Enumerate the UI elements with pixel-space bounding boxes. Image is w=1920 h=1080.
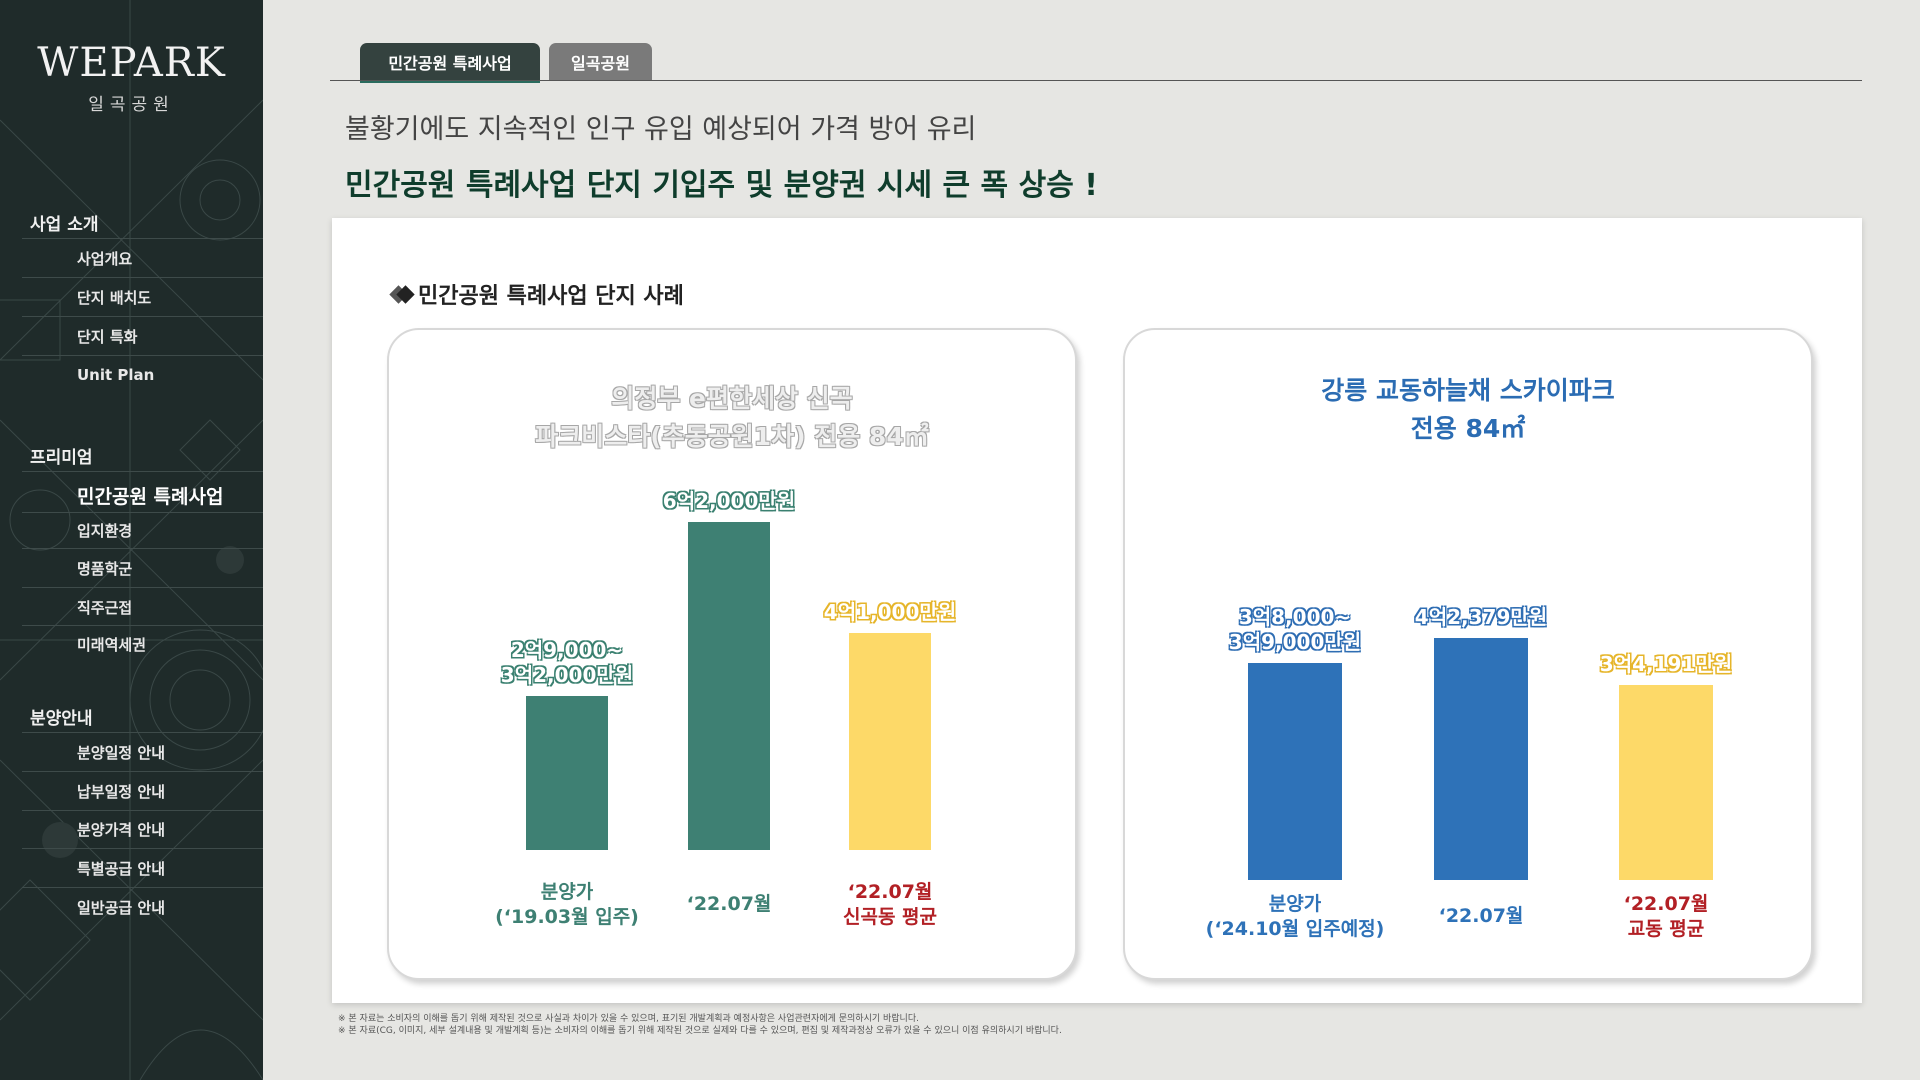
nav-item-schedule[interactable]: 분양일정 안내 <box>77 744 166 762</box>
nav-divider <box>22 848 263 849</box>
chart-bar <box>526 696 608 850</box>
nav-item-private-park[interactable]: 민간공원 특례사업 <box>77 486 224 508</box>
card-title: 강릉 교동하늘채 스카이파크 전용 84㎡ <box>1125 372 1811 448</box>
nav-divider <box>22 732 263 733</box>
headline-title: 민간공원 특례사업 단지 기입주 및 분양권 시세 큰 폭 상승 ! <box>345 168 1098 203</box>
sidebar-pattern <box>0 0 263 1080</box>
chart-bar <box>1434 638 1528 880</box>
footnote: ※ 본 자료(CG, 이미지, 세부 설계내용 및 개발계획 등)는 소비자의 … <box>338 1026 1062 1036</box>
nav-divider <box>22 810 263 811</box>
nav-item-location[interactable]: 입지환경 <box>77 522 133 540</box>
nav-divider <box>22 512 263 513</box>
headline-subtitle: 불황기에도 지속적인 인구 유입 예상되어 가격 방어 유리 <box>345 114 977 145</box>
logo[interactable]: WEPARK 일곡공원 <box>0 40 263 115</box>
nav-divider <box>22 887 263 888</box>
category-label: ‘22.07월 <box>686 893 772 915</box>
bar-value-label: 3억4,191만원 <box>1599 652 1733 677</box>
nav-divider <box>22 316 263 317</box>
chart-bar <box>688 521 770 850</box>
category-label: 분양가 (‘24.10월 입주예정) <box>1205 893 1385 940</box>
chart-bar <box>1619 685 1713 880</box>
nav-item-price[interactable]: 분양가격 안내 <box>77 821 166 839</box>
case-card-uijeongbu: 의정부 e편한세상 신곡 파크비스타(추동공원1차) 전용 84㎡ 2억9,00… <box>387 328 1077 980</box>
nav-item-special-supply[interactable]: 특별공급 안내 <box>77 860 166 878</box>
tab-private-park[interactable]: 민간공원 특례사업 <box>360 43 540 83</box>
footnote: ※ 본 자료는 소비자의 이해를 돕기 위해 제작된 것으로 사실과 차이가 있… <box>338 1014 919 1024</box>
category-label: ‘22.07월 교동 평균 <box>1623 893 1709 940</box>
logo-subtitle: 일곡공원 <box>88 95 175 115</box>
nav-divider <box>22 277 263 278</box>
nav-item-payment[interactable]: 납부일정 안내 <box>77 783 166 801</box>
chart-bar <box>849 632 931 850</box>
card-title-line: 전용 84㎡ <box>1410 414 1526 443</box>
category-label: ‘22.07월 <box>1438 905 1524 927</box>
nav-section-sales[interactable]: 분양안내 <box>30 709 93 729</box>
nav-section-business[interactable]: 사업 소개 <box>30 215 99 235</box>
chart-bar <box>1248 663 1342 880</box>
nav-divider <box>22 355 263 356</box>
panel-title: 민간공원 특례사업 단지 사례 <box>392 278 684 310</box>
bar-value-label: 4억2,379만원 <box>1414 605 1548 630</box>
nav-divider <box>22 625 263 626</box>
category-label: ‘22.07월 신곡동 평균 <box>842 881 938 928</box>
nav-item-unit-plan[interactable]: Unit Plan <box>77 366 155 384</box>
nav-divider <box>22 471 263 472</box>
nav-item-future-station[interactable]: 미래역세권 <box>77 636 147 654</box>
diamond-bullet-icon <box>392 284 412 304</box>
card-title-line: 의정부 e편한세상 신곡 <box>611 384 853 413</box>
card-title: 의정부 e편한세상 신곡 파크비스타(추동공원1차) 전용 84㎡ <box>389 380 1075 456</box>
logo-wordmark: WEPARK <box>37 40 226 86</box>
nav-item-specialties[interactable]: 단지 특화 <box>77 328 138 346</box>
content-panel: 민간공원 특례사업 단지 사례 의정부 e편한세상 신곡 파크비스타(추동공원1… <box>332 218 1862 1003</box>
bar-value-label: 6억2,000만원 <box>662 488 796 513</box>
tab-ilgok-park[interactable]: 일곡공원 <box>549 43 652 80</box>
card-title-line: 파크비스타(추동공원1차) 전용 84㎡ <box>535 422 929 451</box>
bar-value-label: 3억8,000~ 3억9,000만원 <box>1228 605 1362 655</box>
nav-item-general-supply[interactable]: 일반공급 안내 <box>77 899 166 917</box>
card-title-line: 강릉 교동하늘채 스카이파크 <box>1321 376 1615 405</box>
nav-item-site-plan[interactable]: 단지 배치도 <box>77 289 152 307</box>
category-label: 분양가 (‘19.03월 입주) <box>495 881 639 928</box>
nav-divider <box>22 771 263 772</box>
nav-divider <box>22 238 263 239</box>
nav-divider <box>22 587 263 588</box>
nav-item-overview[interactable]: 사업개요 <box>77 250 133 268</box>
nav-item-school[interactable]: 명품학군 <box>77 560 133 578</box>
sidebar: WEPARK 일곡공원 사업 소개 사업개요 단지 배치도 단지 특화 Unit… <box>0 0 263 1080</box>
nav-divider <box>22 548 263 549</box>
nav-section-premium[interactable]: 프리미엄 <box>30 448 93 468</box>
bar-value-label: 2억9,000~ 3억2,000만원 <box>500 638 634 688</box>
tab-underline <box>330 80 1862 81</box>
panel-title-text: 민간공원 특례사업 단지 사례 <box>418 284 684 309</box>
nav-item-work-proximity[interactable]: 직주근접 <box>77 599 133 617</box>
bar-value-label: 4억1,000만원 <box>823 599 957 624</box>
